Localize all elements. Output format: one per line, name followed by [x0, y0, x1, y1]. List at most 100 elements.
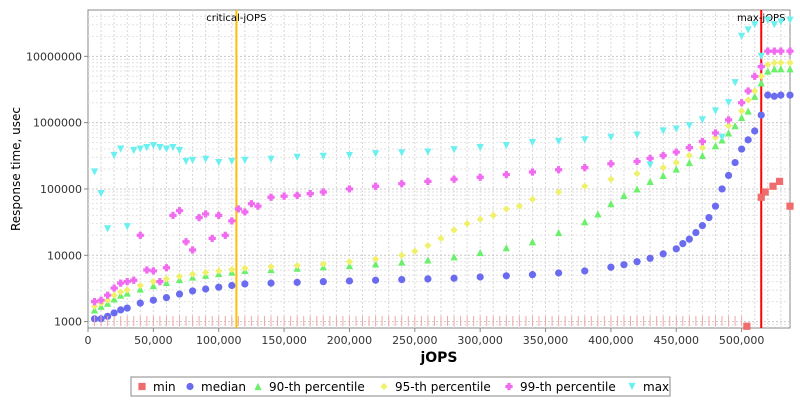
data-point [620, 191, 628, 199]
data-point [195, 213, 203, 222]
data-point [267, 263, 275, 271]
data-point [319, 278, 327, 286]
data-point [450, 274, 458, 282]
data-point [241, 264, 249, 272]
data-point [241, 156, 249, 164]
data-point [581, 136, 589, 144]
data-point [138, 382, 146, 391]
data-point [502, 170, 510, 179]
data-point [104, 225, 112, 233]
series-95-th-percentile [90, 59, 794, 310]
y-tick-label: 1000 [54, 316, 82, 329]
legend-label: median [201, 380, 246, 394]
data-point [751, 21, 759, 29]
data-point [215, 267, 223, 275]
data-point [162, 264, 171, 272]
data-point [241, 280, 249, 288]
data-point [293, 191, 301, 199]
x-axis-title: jOPS [419, 350, 457, 366]
data-point [692, 228, 700, 237]
data-point [424, 241, 432, 250]
data-point [711, 129, 720, 137]
data-point [110, 309, 118, 317]
data-point [581, 267, 589, 275]
data-point [698, 116, 707, 124]
series-99-th-percentile [90, 47, 794, 306]
data-point [169, 144, 177, 152]
data-point [528, 139, 537, 147]
data-point [786, 202, 794, 210]
data-point [476, 215, 484, 223]
data-point [502, 272, 510, 280]
series-min [743, 177, 794, 330]
data-point [371, 255, 380, 263]
y-tick-label: 1000000 [33, 117, 82, 130]
data-point [659, 151, 667, 160]
data-point [528, 238, 537, 246]
data-point [130, 146, 138, 155]
data-point [241, 208, 249, 216]
data-point [123, 278, 131, 286]
data-point [685, 158, 693, 167]
data-points [90, 16, 794, 330]
data-point [424, 275, 432, 283]
data-point [685, 144, 693, 152]
data-point [123, 304, 131, 312]
data-point [685, 151, 693, 160]
data-point [234, 205, 242, 213]
data-point [555, 228, 563, 237]
data-point [345, 277, 354, 285]
data-point [90, 298, 99, 306]
data-point [757, 79, 765, 87]
y-axis-title: Response time, usec [9, 107, 23, 231]
data-point [188, 270, 197, 278]
data-point [117, 145, 125, 153]
data-point [786, 16, 794, 24]
data-point [202, 210, 210, 218]
data-point [731, 158, 739, 167]
data-point [555, 188, 563, 196]
y-tick-label: 10000000 [26, 50, 82, 63]
data-point [633, 170, 641, 178]
data-point [411, 247, 419, 255]
data-point [424, 148, 432, 156]
data-point [254, 202, 262, 210]
data-point [143, 144, 151, 152]
data-point [786, 65, 794, 73]
legend-label: 99-th percentile [520, 380, 616, 394]
data-point [175, 272, 184, 281]
series-median [90, 91, 794, 323]
data-point [777, 65, 785, 73]
data-point [786, 59, 794, 67]
data-point [345, 258, 354, 266]
data-point [757, 111, 765, 119]
data-point [757, 63, 765, 71]
data-point [110, 295, 118, 303]
data-point [607, 175, 615, 183]
data-point [607, 263, 615, 271]
data-point [751, 87, 759, 95]
data-point [502, 244, 510, 252]
data-point [97, 190, 105, 198]
data-point [182, 238, 190, 246]
data-point [228, 217, 236, 225]
data-point [110, 284, 118, 292]
data-point [633, 185, 641, 193]
data-point [646, 177, 654, 186]
data-point [136, 299, 144, 307]
data-point [186, 382, 194, 391]
data-point [711, 107, 720, 115]
data-point [659, 163, 667, 172]
data-point [775, 177, 784, 186]
y-axis-ticks: 1000 10000 100000 1000000 10000000 [26, 50, 88, 329]
data-point [698, 222, 707, 230]
data-point [777, 59, 785, 67]
y-tick-label: 100000 [40, 183, 82, 196]
data-point [450, 146, 458, 154]
data-point [528, 195, 537, 203]
data-point [104, 291, 112, 299]
data-point [738, 99, 746, 107]
data-point [476, 173, 484, 181]
data-point [646, 154, 654, 162]
data-point [110, 291, 118, 299]
